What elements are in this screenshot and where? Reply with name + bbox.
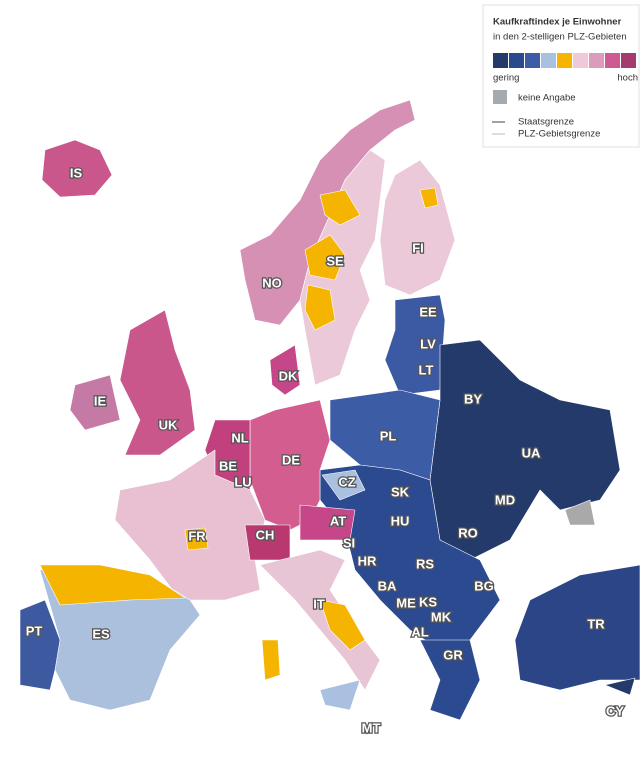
country-label: FR bbox=[188, 528, 206, 543]
country-label: AT bbox=[330, 513, 346, 528]
country-label: DE bbox=[282, 452, 300, 467]
legend-state-border: Staatsgrenze bbox=[518, 117, 574, 128]
region bbox=[419, 187, 439, 209]
country-label: HR bbox=[358, 553, 377, 568]
region bbox=[379, 159, 456, 296]
country-label: ME bbox=[396, 595, 416, 610]
region bbox=[249, 399, 331, 531]
country-label: HU bbox=[391, 513, 410, 528]
swatch bbox=[541, 53, 556, 68]
country-label: TR bbox=[587, 616, 605, 631]
swatch bbox=[509, 53, 524, 68]
country-label: EE bbox=[419, 304, 437, 319]
legend-low: gering bbox=[493, 73, 519, 84]
region bbox=[514, 564, 640, 691]
region bbox=[19, 599, 61, 691]
region bbox=[419, 639, 481, 721]
country-label: NL bbox=[231, 430, 248, 445]
region bbox=[269, 344, 301, 396]
legend-high: hoch bbox=[617, 73, 638, 84]
region bbox=[119, 309, 196, 456]
region bbox=[299, 504, 356, 541]
country-label: MK bbox=[431, 609, 452, 624]
country-label: ES bbox=[92, 626, 110, 641]
country-label: DK bbox=[279, 368, 298, 383]
swatch bbox=[493, 53, 508, 68]
country-label: PT bbox=[26, 623, 43, 638]
country-label: BG bbox=[474, 578, 494, 593]
region bbox=[261, 639, 281, 681]
region bbox=[39, 564, 186, 606]
swatch bbox=[573, 53, 588, 68]
legend-subtitle: in den 2-stelligen PLZ-Gebieten bbox=[493, 32, 627, 43]
country-label: IS bbox=[70, 165, 83, 180]
country-label: SI bbox=[343, 535, 355, 550]
region bbox=[319, 679, 361, 711]
country-label: KS bbox=[419, 594, 437, 609]
swatch bbox=[589, 53, 604, 68]
legend-box bbox=[482, 4, 640, 148]
region bbox=[41, 139, 113, 198]
country-label: CZ bbox=[338, 474, 355, 489]
swatch bbox=[605, 53, 620, 68]
country-label: RO bbox=[458, 525, 478, 540]
country-label: BY bbox=[464, 391, 482, 406]
swatch bbox=[557, 53, 572, 68]
legend: Kaufkraftindex je Einwohner in den 2-ste… bbox=[482, 4, 640, 148]
country-label: SK bbox=[391, 484, 410, 499]
country-label: UA bbox=[522, 445, 541, 460]
country-label: FI bbox=[412, 240, 424, 255]
country-label: SE bbox=[326, 253, 344, 268]
legend-postal-border: PLZ-Gebietsgrenze bbox=[518, 129, 600, 140]
country-label: MT bbox=[362, 720, 381, 735]
region bbox=[604, 677, 636, 696]
region bbox=[384, 294, 446, 396]
region bbox=[304, 284, 336, 331]
legend-no-data: keine Angabe bbox=[518, 93, 576, 104]
legend-title: Kaufkraftindex je Einwohner bbox=[493, 17, 622, 28]
country-label: AL bbox=[411, 624, 428, 639]
region bbox=[69, 374, 121, 431]
country-label: UK bbox=[159, 417, 178, 432]
region bbox=[319, 599, 366, 651]
country-label: LU bbox=[234, 474, 251, 489]
country-label: IT bbox=[313, 596, 325, 611]
country-label: MD bbox=[495, 492, 515, 507]
country-label: CH bbox=[256, 527, 275, 542]
region bbox=[319, 189, 361, 226]
country-label: BE bbox=[219, 458, 237, 473]
country-label: PL bbox=[380, 428, 397, 443]
swatch bbox=[621, 53, 636, 68]
country-label: RS bbox=[416, 556, 434, 571]
country-label: IE bbox=[94, 393, 107, 408]
swatch bbox=[525, 53, 540, 68]
region bbox=[259, 549, 381, 691]
region bbox=[321, 469, 366, 501]
region bbox=[564, 499, 596, 526]
country-label: GR bbox=[443, 647, 463, 662]
region bbox=[184, 527, 209, 551]
swatch-no-data bbox=[493, 90, 507, 104]
country-label: LV bbox=[420, 336, 436, 351]
regions bbox=[19, 99, 640, 721]
country-label: CY bbox=[606, 703, 624, 718]
country-label: BA bbox=[378, 578, 397, 593]
country-label: NO bbox=[262, 275, 282, 290]
country-label: LT bbox=[419, 362, 434, 377]
region bbox=[304, 234, 346, 281]
